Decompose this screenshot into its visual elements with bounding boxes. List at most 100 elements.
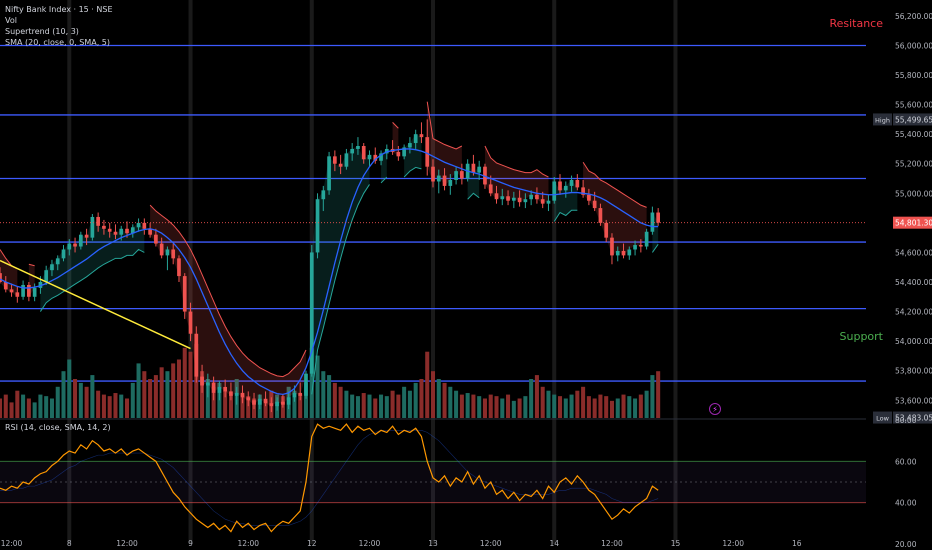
candle[interactable]: [205, 373, 210, 398]
candle[interactable]: [621, 243, 626, 259]
candle[interactable]: [338, 154, 343, 175]
candle[interactable]: [217, 381, 222, 401]
candle[interactable]: [223, 379, 228, 398]
candle[interactable]: [142, 218, 147, 235]
candle[interactable]: [396, 146, 401, 161]
candle[interactable]: [154, 228, 158, 247]
rsi-indicator-label[interactable]: RSI (14, close, SMA, 14, 2): [5, 423, 111, 432]
candle[interactable]: [182, 273, 187, 319]
candle[interactable]: [9, 283, 14, 297]
candle[interactable]: [136, 218, 141, 232]
yellow-trendline[interactable]: [0, 259, 191, 350]
candle[interactable]: [200, 364, 204, 393]
candle[interactable]: [644, 228, 649, 250]
candle[interactable]: [15, 286, 20, 303]
candle[interactable]: [269, 397, 274, 413]
candle[interactable]: [402, 144, 406, 160]
candle[interactable]: [569, 175, 574, 192]
candle[interactable]: [581, 180, 585, 198]
candle[interactable]: [32, 283, 37, 302]
candle[interactable]: [321, 185, 326, 212]
candle[interactable]: [96, 212, 100, 232]
candle[interactable]: [3, 276, 8, 293]
candle[interactable]: [552, 177, 557, 204]
candle[interactable]: [350, 143, 355, 161]
candle[interactable]: [517, 190, 522, 207]
candle[interactable]: [67, 239, 72, 256]
candle[interactable]: [194, 326, 199, 383]
candle[interactable]: [188, 302, 193, 342]
candle[interactable]: [529, 190, 533, 206]
candle[interactable]: [431, 159, 435, 188]
candle[interactable]: [165, 246, 170, 271]
candle[interactable]: [55, 255, 60, 271]
candle[interactable]: [73, 237, 77, 253]
candle[interactable]: [598, 203, 603, 226]
candle[interactable]: [408, 137, 412, 154]
candle[interactable]: [436, 169, 441, 194]
candle[interactable]: [610, 233, 614, 265]
candle[interactable]: [309, 245, 314, 377]
candle[interactable]: [615, 246, 620, 262]
candle[interactable]: [275, 397, 279, 411]
sma-indicator-label[interactable]: SMA (20, close, 0, SMA, 5): [5, 38, 110, 47]
candle[interactable]: [477, 160, 482, 180]
candle[interactable]: [344, 148, 349, 170]
candle[interactable]: [240, 385, 245, 404]
candle[interactable]: [523, 193, 528, 209]
candle[interactable]: [171, 243, 176, 265]
vol-indicator-label[interactable]: Vol: [5, 16, 17, 25]
candle[interactable]: [494, 185, 499, 204]
candle[interactable]: [563, 181, 568, 198]
time-axis[interactable]: 12:00 8 12:00 9 12:00 12 12:00 13 12:00 14 12:00 15…: [1, 539, 802, 548]
lightning-icon[interactable]: ⚡: [709, 403, 721, 415]
candles[interactable]: [0, 119, 661, 413]
candle[interactable]: [361, 143, 366, 164]
candle[interactable]: [413, 129, 418, 149]
candle[interactable]: [177, 255, 181, 282]
candle[interactable]: [448, 174, 453, 195]
candle[interactable]: [379, 150, 383, 166]
candle[interactable]: [425, 119, 430, 176]
candle[interactable]: [506, 190, 510, 206]
candle[interactable]: [511, 191, 516, 209]
candle[interactable]: [460, 163, 464, 185]
candle[interactable]: [650, 206, 655, 235]
candle[interactable]: [263, 391, 268, 407]
candle[interactable]: [84, 228, 89, 246]
candle[interactable]: [61, 245, 66, 262]
candle[interactable]: [333, 150, 337, 172]
candle[interactable]: [373, 147, 378, 164]
candle[interactable]: [356, 137, 360, 155]
candle[interactable]: [90, 214, 95, 241]
candle[interactable]: [148, 222, 152, 238]
candle[interactable]: [587, 188, 591, 206]
candle[interactable]: [315, 193, 320, 259]
symbol-title[interactable]: Nifty Bank Index · 15 · NSE: [5, 5, 113, 14]
candle[interactable]: [442, 168, 447, 191]
candle[interactable]: [0, 267, 2, 284]
trendline[interactable]: [0, 259, 191, 350]
candle[interactable]: [130, 224, 135, 238]
candle[interactable]: [656, 208, 661, 226]
candle[interactable]: [252, 392, 256, 410]
supertrend-indicator-label[interactable]: Supertrend (10, 3): [5, 27, 79, 36]
candle[interactable]: [419, 122, 424, 144]
candle[interactable]: [627, 246, 632, 260]
candle[interactable]: [50, 259, 54, 277]
candle[interactable]: [107, 222, 112, 238]
candle[interactable]: [558, 174, 562, 195]
candle[interactable]: [500, 188, 505, 206]
candle[interactable]: [535, 187, 539, 204]
candle[interactable]: [246, 391, 251, 407]
candle[interactable]: [281, 394, 285, 408]
candle[interactable]: [102, 219, 106, 235]
candle[interactable]: [78, 231, 83, 250]
candle[interactable]: [229, 382, 233, 401]
candle[interactable]: [113, 224, 118, 240]
candle[interactable]: [257, 394, 262, 410]
candle[interactable]: [211, 376, 216, 401]
candle[interactable]: [604, 219, 609, 243]
